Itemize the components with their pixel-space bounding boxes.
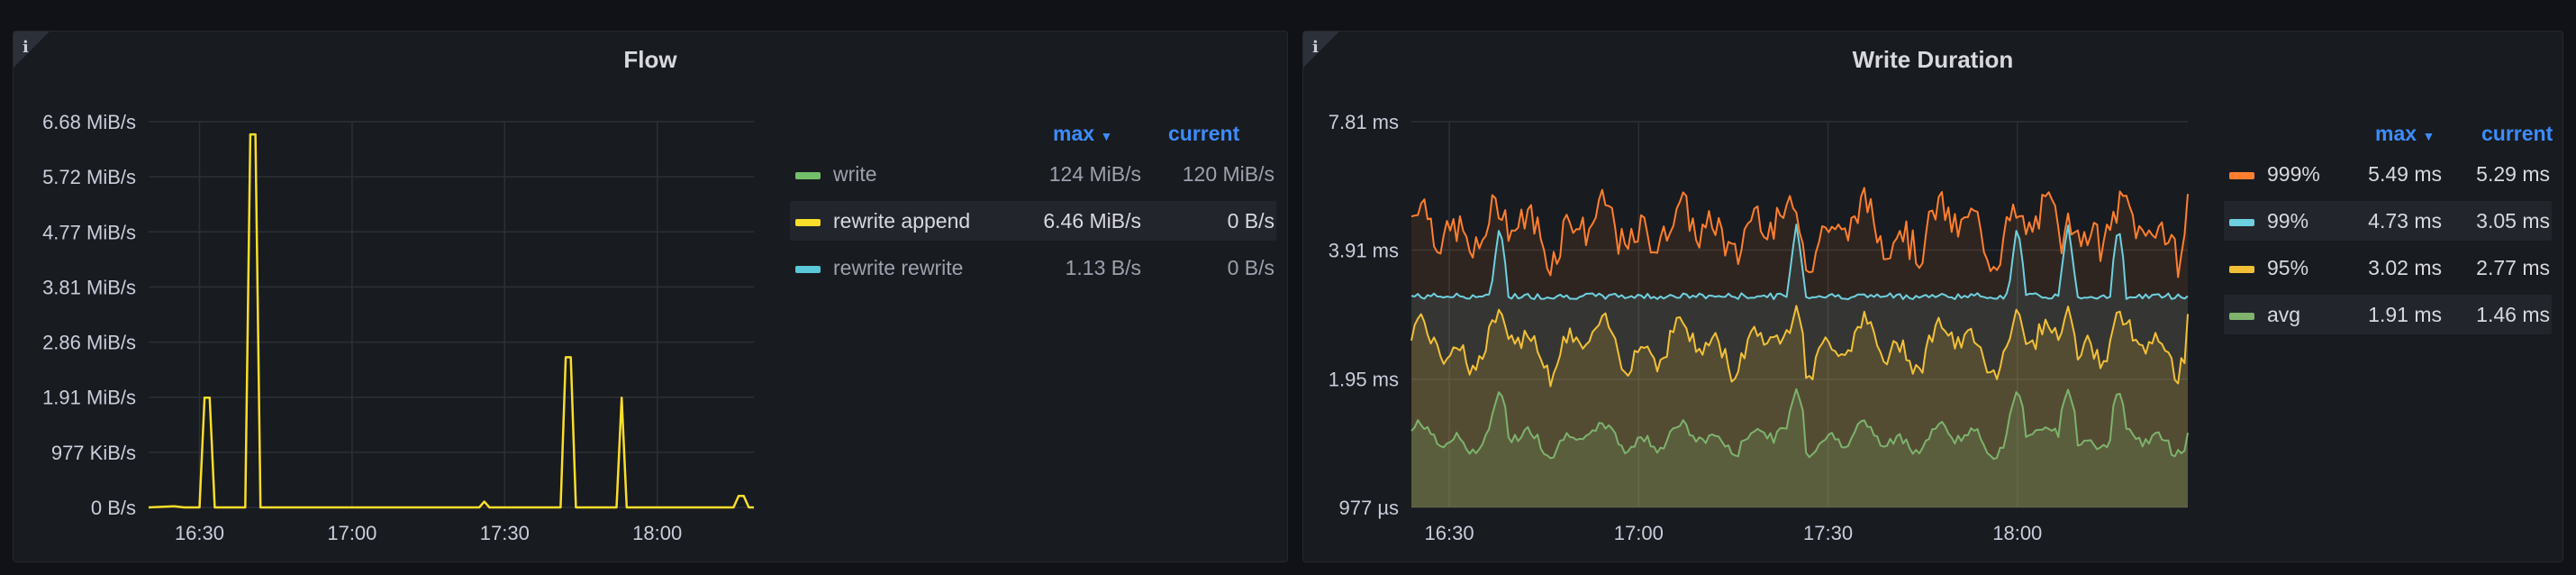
y-tick-label: 3.81 MiB/s [42,276,136,298]
legend-max-value: 1.91 ms [2368,303,2442,326]
y-tick-label: 6.68 MiB/s [42,111,136,133]
series-area-95pct [1411,306,2188,507]
legend-max-value: 124 MiB/s [1048,162,1141,186]
legend-series-name: rewrite append [833,209,971,233]
legend-row-write[interactable]: write 124 MiB/s 120 MiB/s [790,154,1276,194]
write-duration-panel: i Write Duration 977 µs 1.95 ms 3.91 ms 7.8… [1302,31,2563,562]
series-line-99pct [1410,224,2189,300]
flow-chart[interactable]: 0 B/s 977 KiB/s 1.91 MiB/s 2.86 MiB/s 3.81 M… [14,32,1288,562]
info-icon[interactable]: i [1312,38,1319,57]
y-tick-label: 7.81 ms [1329,111,1399,133]
legend-row-95[interactable]: 95% 3.02 ms 2.77 ms [2224,248,2552,288]
legend-current-value: 120 MiB/s [1182,162,1274,186]
legend-max-label: max [2375,122,2417,145]
y-tick-label: 2.86 MiB/s [42,332,136,354]
series-area-99pct [1411,224,2188,507]
legend-series-name: write [833,162,877,186]
y-tick-label: 1.95 ms [1329,369,1399,391]
legend-swatch [2229,172,2254,179]
panel-info-corner[interactable] [1303,32,1339,68]
legend-series-name: 95% [2267,256,2309,279]
legend-row-99[interactable]: 99% 4.73 ms 3.05 ms [2224,201,2552,241]
chevron-down-icon: ▼ [2422,129,2435,143]
x-tick-label: 17:30 [480,522,530,544]
x-tick-label: 17:00 [327,522,376,544]
legend-current-value: 1.46 ms [2476,303,2550,326]
legend-current-value: 0 B/s [1227,209,1274,233]
x-tick-label: 17:00 [1614,522,1664,544]
info-icon[interactable]: i [23,38,29,57]
legend-max-value: 1.13 B/s [1065,256,1141,279]
y-tick-label: 0 B/s [91,497,136,519]
legend-row-999[interactable]: 999% 5.49 ms 5.29 ms [2224,154,2552,194]
panel-info-corner[interactable] [14,32,50,68]
series-line-999pct [1410,187,2189,278]
y-tick-label: 977 µs [1339,497,1400,519]
y-tick-label: 3.91 ms [1329,239,1399,261]
legend-row-rewrite-append[interactable]: rewrite append 6.46 MiB/s 0 B/s [790,201,1276,241]
legend-max-value: 4.73 ms [2368,209,2442,233]
legend-current-value: 3.05 ms [2476,209,2550,233]
legend-max-value: 5.49 ms [2368,162,2442,186]
legend-swatch [2229,219,2254,226]
x-tick-label: 18:00 [1992,522,2042,544]
legend-swatch [2229,313,2254,320]
panel-title[interactable]: Flow [623,46,677,73]
series-line-95pct [1410,305,2189,388]
y-tick-label: 977 KiB/s [51,442,136,464]
write-duration-chart[interactable]: 977 µs 1.95 ms 3.91 ms 7.81 ms 16:30 17:00 17:… [1303,32,2563,562]
flow-panel: i Flow 0 B/s 977 KiB/s 1.91 MiB/s 2.86 MiB/… [13,31,1288,562]
legend-max-value: 6.46 MiB/s [1043,209,1141,233]
series-line-rewrite-append [148,132,754,509]
legend-series-name: 99% [2267,209,2309,233]
legend-swatch [795,266,821,273]
legend-swatch [2229,266,2254,273]
x-tick-label: 16:30 [175,522,224,544]
legend-current-value: 2.77 ms [2476,256,2550,279]
legend-series-name: avg [2267,303,2301,326]
y-tick-label: 5.72 MiB/s [42,166,136,188]
y-tick-label: 1.91 MiB/s [42,387,136,409]
x-tick-label: 17:30 [1803,522,1853,544]
x-tick-label: 18:00 [632,522,682,544]
flow-legend: max ▼ current write 124 MiB/s 120 MiB/s … [790,120,1276,282]
write-duration-legend: max ▼ current 999% 5.49 ms 5.29 ms 99% 4… [2224,120,2557,336]
legend-current-label[interactable]: current [1168,122,1240,145]
legend-row-rewrite-rewrite[interactable]: rewrite rewrite 1.13 B/s 0 B/s [790,248,1276,288]
legend-sort-max[interactable]: max ▼ [1053,122,1112,146]
legend-sort-max[interactable]: max ▼ [2375,122,2435,146]
chevron-down-icon: ▼ [1100,129,1113,143]
legend-current-value: 5.29 ms [2476,162,2550,186]
legend-swatch [795,172,821,179]
legend-series-name: rewrite rewrite [833,256,964,279]
y-tick-label: 4.77 MiB/s [42,221,136,243]
series-area-avg [1411,388,2188,507]
legend-max-value: 3.02 ms [2368,256,2442,279]
legend-current-value: 0 B/s [1227,256,1274,279]
x-tick-label: 16:30 [1425,522,1474,544]
legend-current-label[interactable]: current [2481,122,2553,145]
legend-max-label: max [1053,122,1095,145]
panel-title[interactable]: Write Duration [1852,46,2014,73]
series-line-avg [1410,388,2189,461]
legend-swatch [795,219,821,226]
legend-row-avg[interactable]: avg 1.91 ms 1.46 ms [2224,295,2552,334]
dashboard-top-strip [0,0,2576,16]
legend-series-name: 999% [2267,162,2320,186]
